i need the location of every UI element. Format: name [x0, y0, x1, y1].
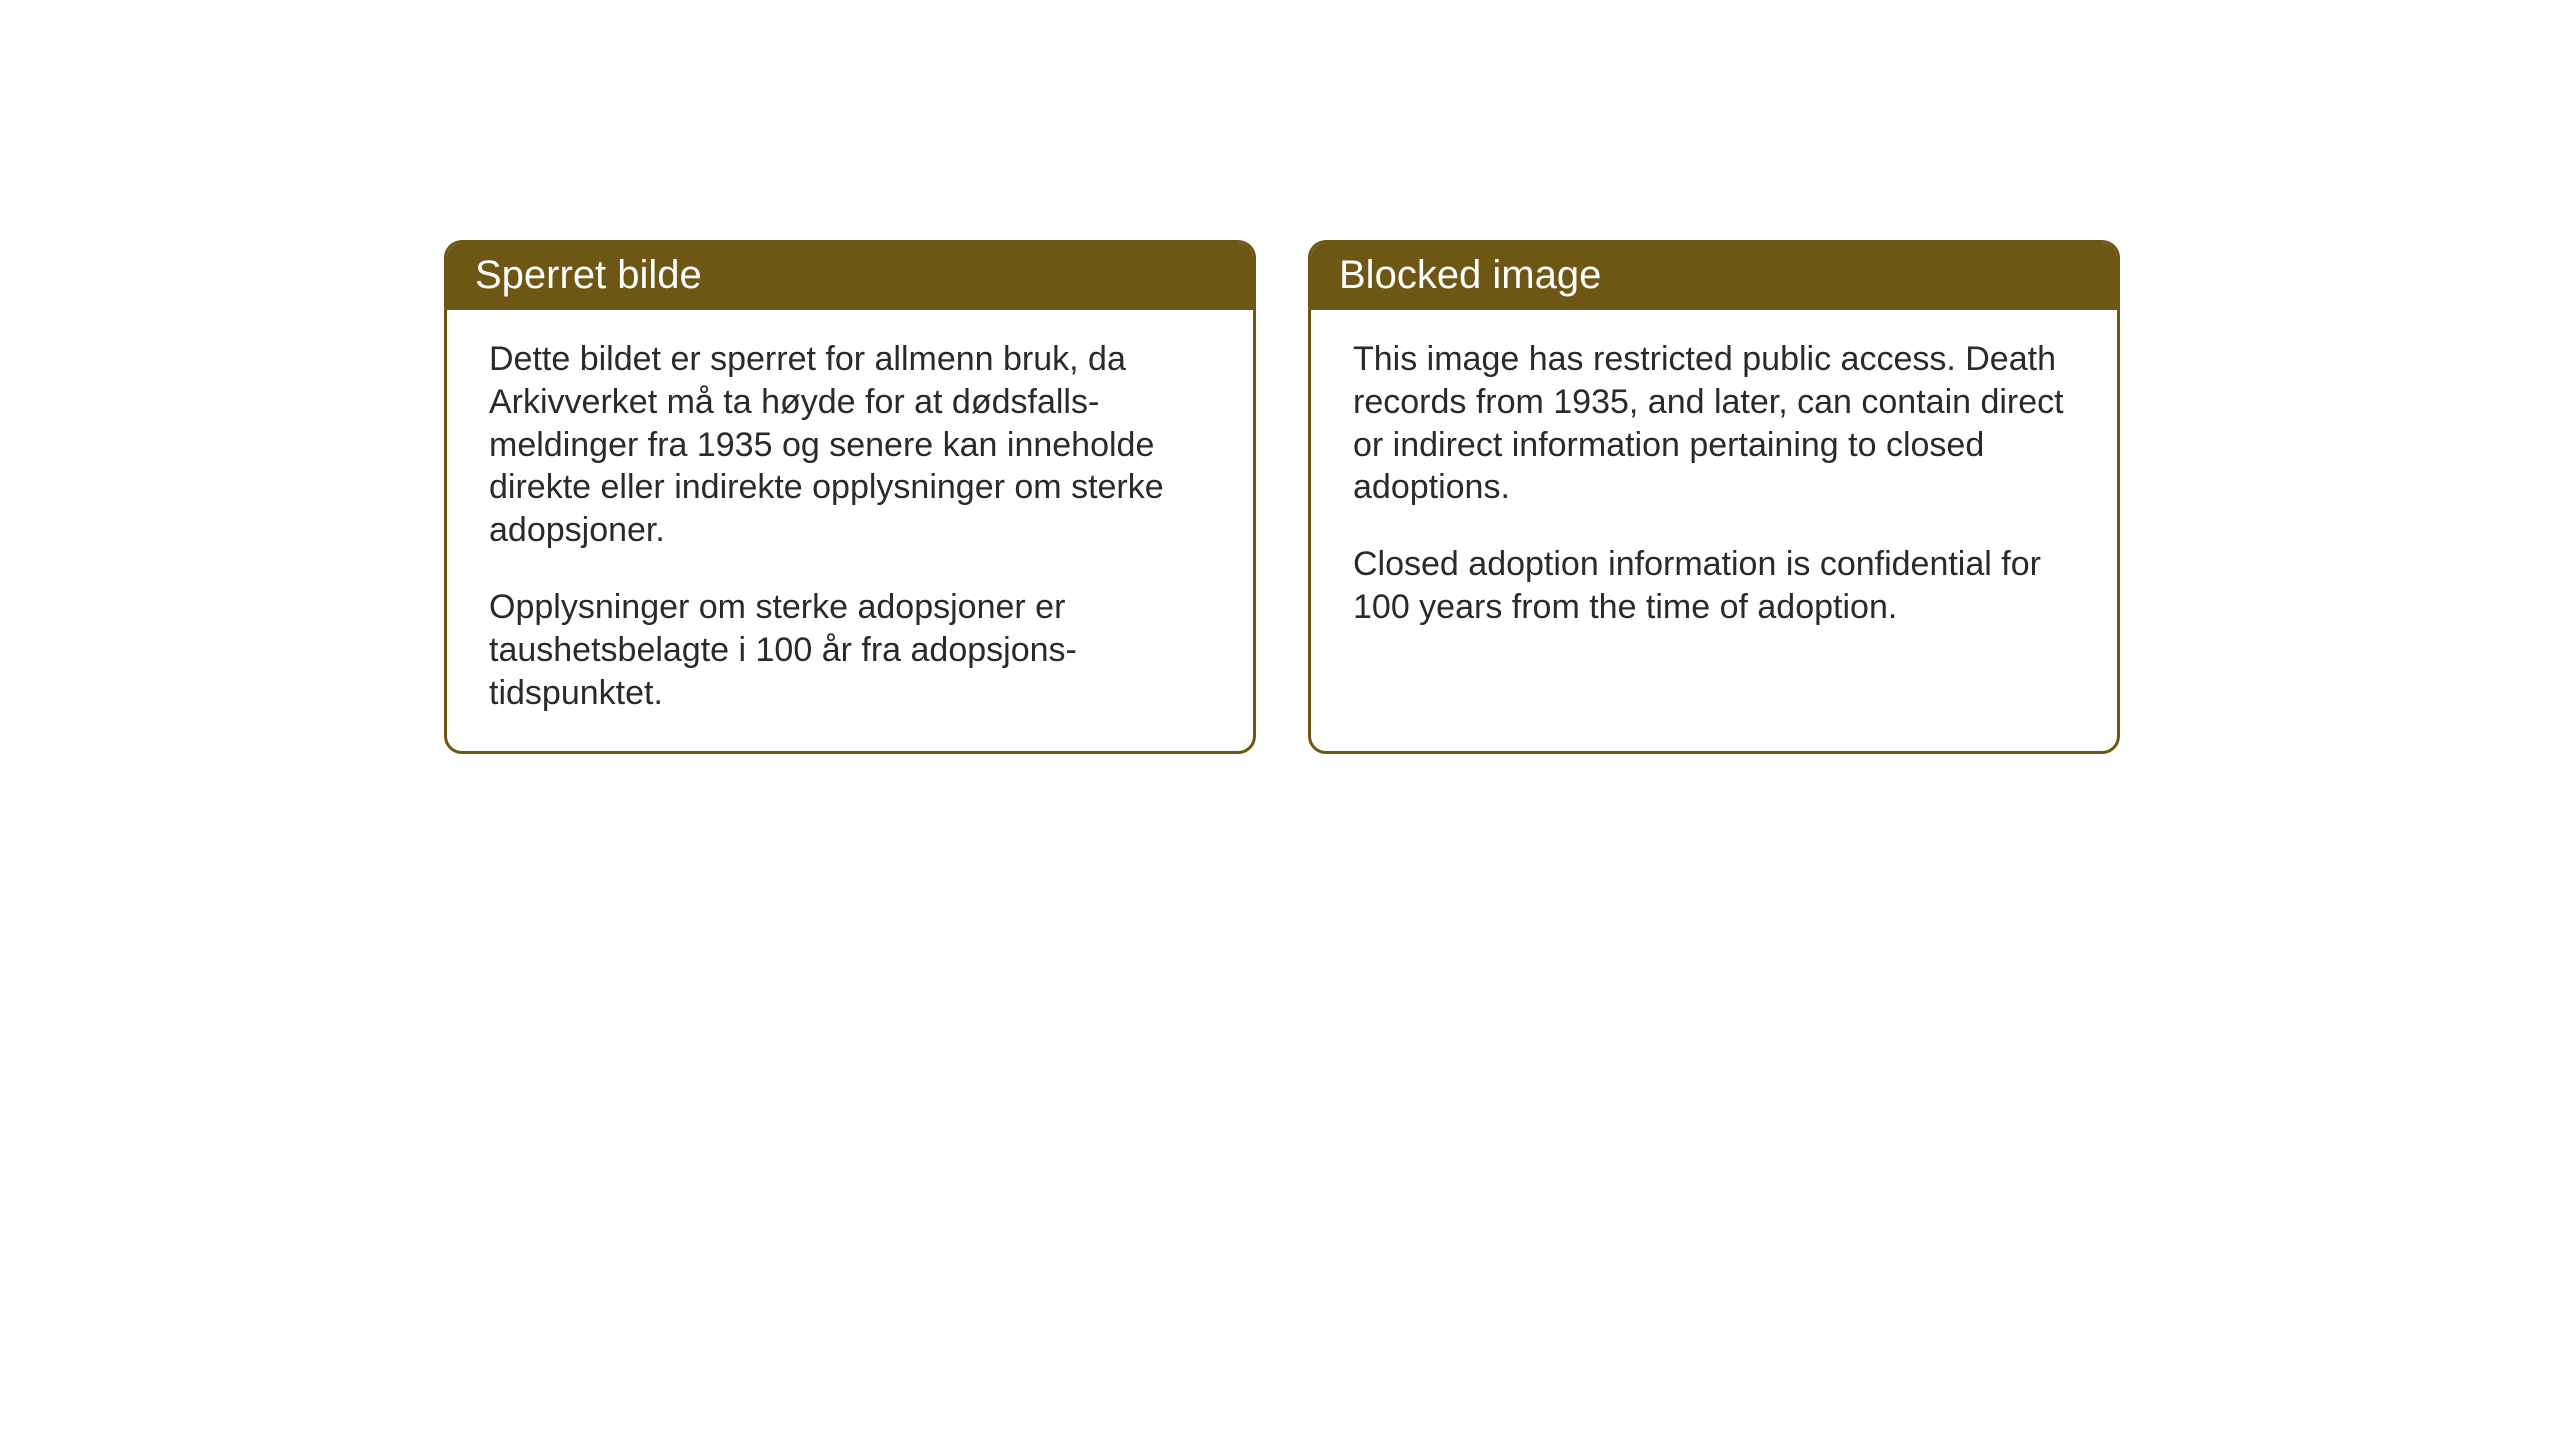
card-body-english: This image has restricted public access.…: [1311, 310, 2117, 700]
card-header-norwegian: Sperret bilde: [447, 243, 1253, 310]
card-norwegian: Sperret bilde Dette bildet er sperret fo…: [444, 240, 1256, 754]
card-body-norwegian: Dette bildet er sperret for allmenn bruk…: [447, 310, 1253, 751]
card-header-english: Blocked image: [1311, 243, 2117, 310]
card-paragraph-2-norwegian: Opplysninger om sterke adopsjoner er tau…: [489, 586, 1211, 714]
card-paragraph-2-english: Closed adoption information is confident…: [1353, 543, 2075, 629]
cards-container: Sperret bilde Dette bildet er sperret fo…: [0, 0, 2560, 754]
card-paragraph-1-english: This image has restricted public access.…: [1353, 338, 2075, 509]
card-paragraph-1-norwegian: Dette bildet er sperret for allmenn bruk…: [489, 338, 1211, 552]
card-english: Blocked image This image has restricted …: [1308, 240, 2120, 754]
